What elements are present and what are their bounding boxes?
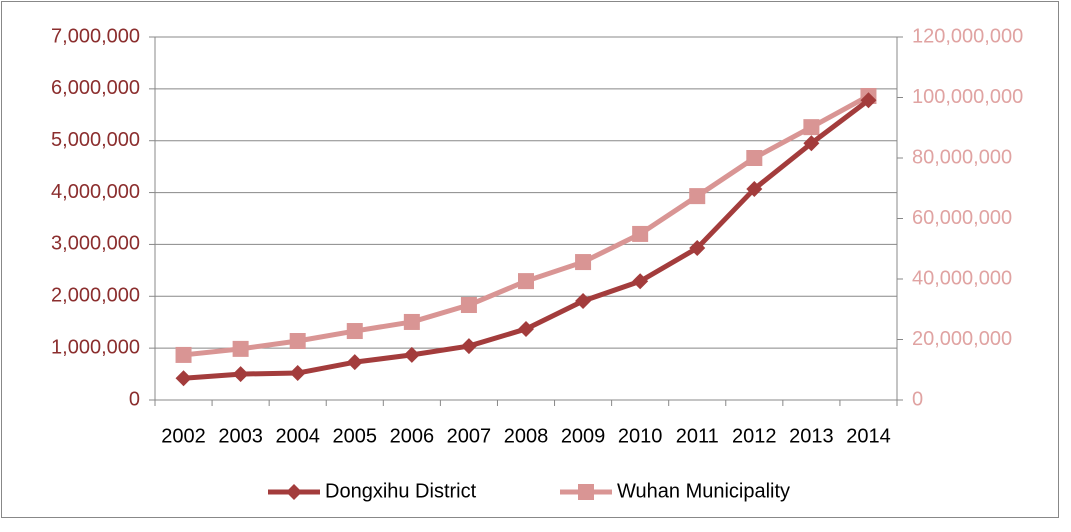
legend-marker — [286, 484, 302, 500]
x-tick-label: 2014 — [846, 425, 891, 447]
series-marker — [346, 323, 363, 340]
x-tick-label: 2004 — [275, 425, 320, 447]
x-tick-label: 2002 — [161, 425, 206, 447]
series-marker — [232, 340, 249, 357]
x-tick-label: 2003 — [218, 425, 263, 447]
series-marker — [632, 225, 649, 242]
series-marker — [175, 346, 192, 363]
x-tick-label: 2005 — [333, 425, 378, 447]
y-tick-label: 0 — [129, 388, 140, 410]
series-marker — [403, 313, 420, 330]
series-marker — [746, 150, 763, 166]
series-marker — [689, 240, 706, 257]
y-tick-label: 7,000,000 — [51, 25, 140, 47]
series-marker — [518, 320, 534, 337]
y-tick-label: 3,000,000 — [51, 233, 140, 255]
y2-tick-label: 40,000,000 — [912, 267, 1012, 289]
y-tick-label: 1,000,000 — [51, 336, 140, 358]
x-tick-label: 2010 — [618, 425, 663, 447]
series-marker — [803, 135, 820, 152]
x-tick-label: 2011 — [676, 425, 719, 447]
x-tick-label: 2012 — [732, 425, 777, 447]
x-tick-label: 2009 — [561, 425, 606, 447]
y-tick-label: 5,000,000 — [51, 129, 140, 151]
y2-tick-label: 80,000,000 — [912, 146, 1012, 168]
series-marker — [460, 297, 477, 314]
series-marker — [518, 273, 534, 290]
y2-tick-label: 60,000,000 — [912, 207, 1012, 229]
y2-tick-label: 20,000,000 — [912, 328, 1012, 350]
series-marker — [403, 346, 420, 363]
series-marker — [232, 366, 249, 383]
series-marker — [575, 292, 592, 309]
series-marker — [346, 354, 363, 371]
y-tick-label: 4,000,000 — [51, 181, 140, 203]
chart-frame — [1, 1, 1059, 518]
legend-label: Dongxihu District — [325, 480, 477, 502]
x-tick-label: 2007 — [447, 425, 492, 447]
series-marker — [289, 365, 306, 382]
y2-tick-label: 120,000,000 — [912, 25, 1023, 47]
series-marker — [632, 273, 649, 290]
y2-tick-label: 100,000,000 — [912, 86, 1023, 108]
y-tick-label: 2,000,000 — [51, 285, 140, 307]
x-tick-label: 2008 — [504, 425, 549, 447]
y2-tick-label: 0 — [912, 388, 923, 410]
series-marker — [689, 188, 706, 205]
series-marker — [575, 254, 592, 271]
series-marker — [289, 333, 306, 350]
series-marker — [746, 180, 763, 197]
series-marker — [803, 119, 820, 136]
series-marker — [175, 370, 192, 387]
x-tick-label: 2006 — [390, 425, 435, 447]
legend-marker — [578, 484, 594, 500]
series-marker — [460, 338, 477, 355]
series-marker — [860, 92, 877, 109]
y-tick-label: 6,000,000 — [51, 77, 140, 99]
x-tick-label: 2013 — [789, 425, 834, 447]
legend-label: Wuhan Municipality — [617, 480, 790, 502]
